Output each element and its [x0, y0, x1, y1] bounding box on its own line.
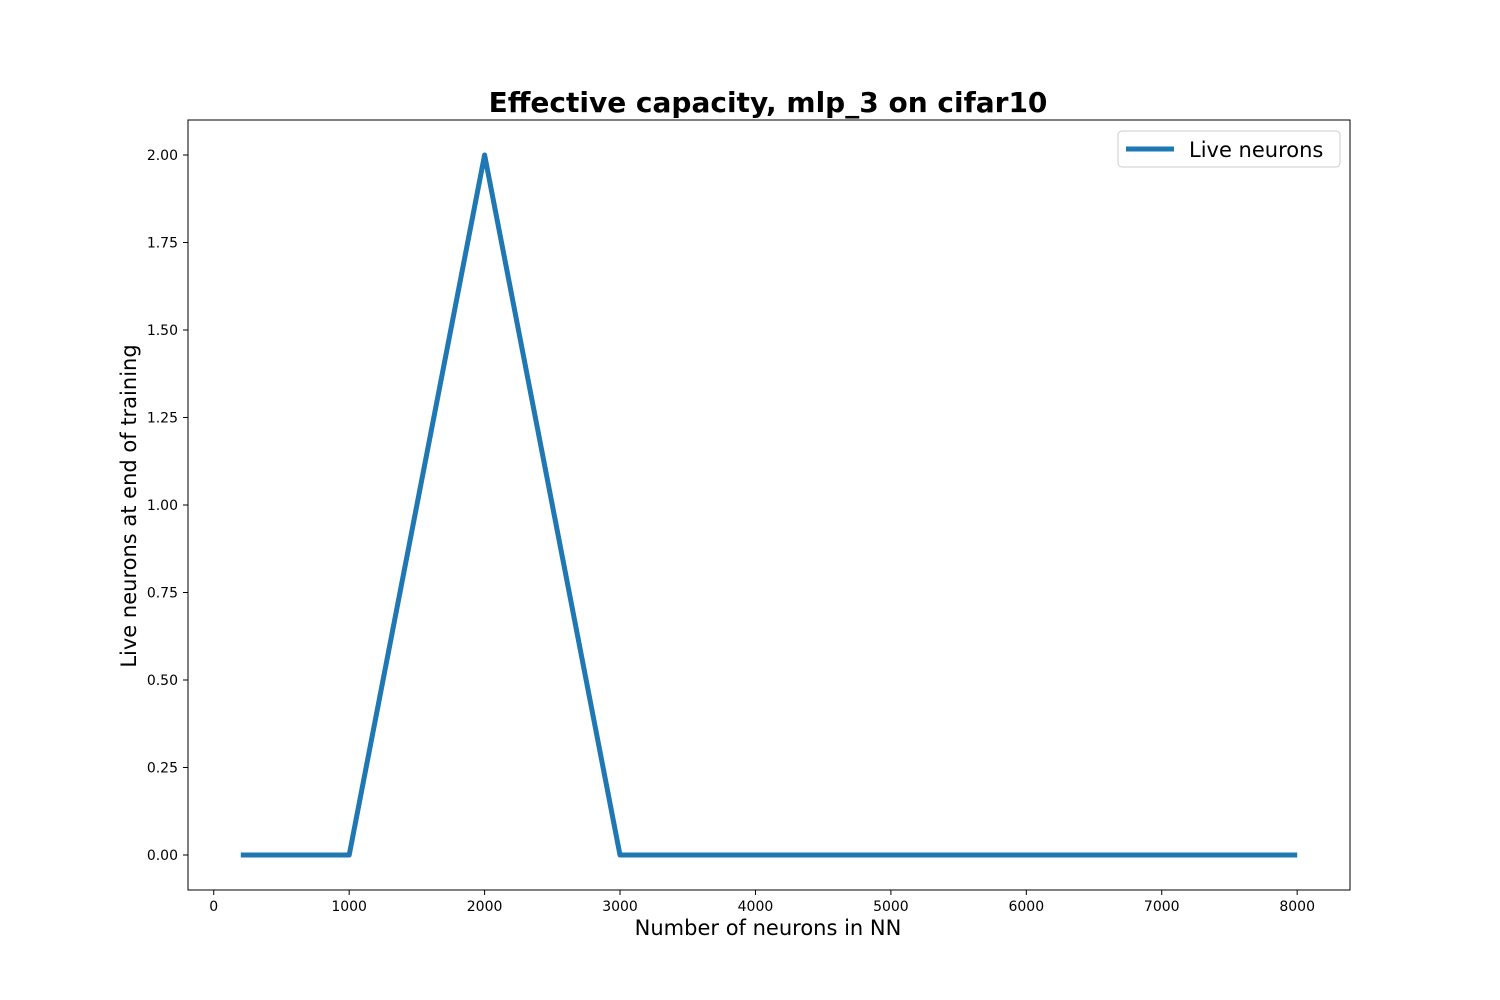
y-axis-label: Live neurons at end of training — [117, 344, 141, 667]
legend-box — [1117, 130, 1341, 168]
x-tick-label: 2000 — [467, 899, 503, 915]
x-tick-label: 0 — [209, 899, 218, 915]
x-tick-label: 1000 — [331, 899, 367, 915]
x-tick-label: 8000 — [1279, 899, 1315, 915]
x-axis-label: Number of neurons in NN — [635, 916, 902, 940]
y-tick-label: 0.50 — [147, 673, 178, 689]
y-tick-label: 1.50 — [147, 323, 178, 339]
y-tick-label: 0.25 — [147, 761, 178, 777]
y-tick-label: 1.00 — [147, 498, 178, 514]
y-tick-label: 1.25 — [147, 411, 178, 427]
x-tick-label: 4000 — [738, 899, 774, 915]
chart-title: Effective capacity, mlp_3 on cifar10 — [489, 86, 1048, 119]
legend-label: Live neurons — [1189, 138, 1323, 162]
y-tick-label: 0.75 — [147, 586, 178, 602]
x-tick-label: 6000 — [1008, 899, 1044, 915]
y-tick-label: 2.00 — [147, 148, 178, 164]
x-tick-label: 5000 — [873, 899, 909, 915]
y-tick-label: 0.00 — [147, 848, 178, 864]
x-tick-label: 3000 — [602, 899, 638, 915]
series-line-1 — [240, 152, 1298, 858]
x-tick-label: 7000 — [1144, 899, 1180, 915]
y-tick-label: 1.75 — [147, 236, 178, 252]
